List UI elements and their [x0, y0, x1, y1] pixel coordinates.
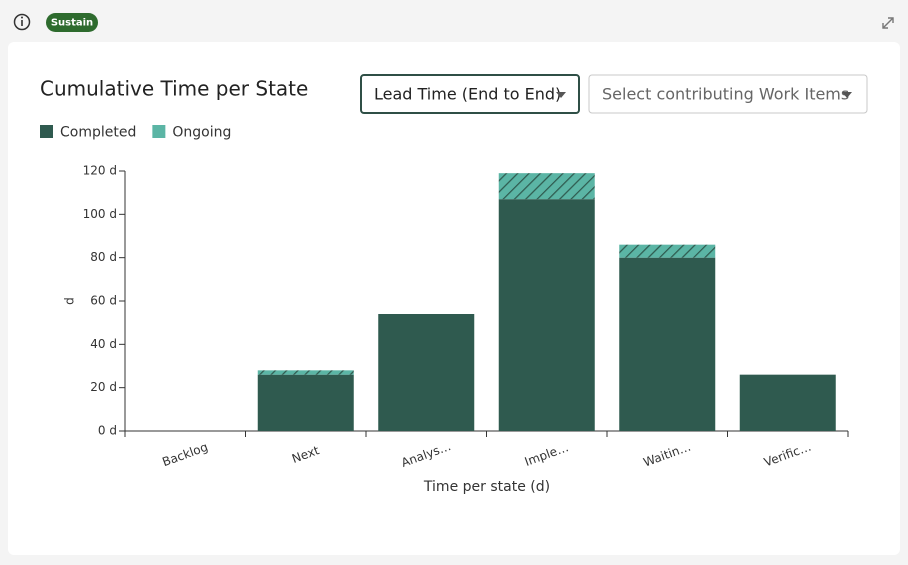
y-tick-label: 60 d [90, 294, 117, 308]
y-tick-label: 120 d [83, 164, 117, 178]
chart-title: Cumulative Time per State [40, 77, 308, 101]
bar-segment [257, 374, 354, 431]
expand-icon[interactable] [882, 17, 894, 29]
bar-segment [257, 370, 354, 375]
bar-segment [619, 244, 716, 258]
work-items-dropdown[interactable]: Select contributing Work Items [588, 74, 868, 114]
y-axis-label: d [63, 297, 77, 305]
y-tick-label: 20 d [90, 380, 117, 394]
bar-segment [739, 374, 836, 431]
bar-segment [498, 199, 595, 431]
legend-swatch [152, 125, 166, 138]
legend-label: Completed [60, 125, 136, 141]
bar-segment [378, 314, 475, 431]
badge-text: Sustain [51, 18, 93, 29]
metric-dropdown[interactable]: Lead Time (End to End) [360, 74, 580, 114]
y-tick-label: 0 d [98, 424, 117, 438]
x-axis-label: Time per state (d) [423, 479, 550, 495]
bar-segment [498, 173, 595, 200]
badge [46, 13, 98, 32]
legend-label: Ongoing [172, 125, 231, 141]
info-icon[interactable] [13, 13, 31, 31]
y-tick-label: 40 d [90, 337, 117, 351]
dropdown-placeholder: Select contributing Work Items [602, 85, 849, 104]
y-tick-label: 100 d [83, 207, 117, 221]
y-tick-label: 80 d [90, 250, 117, 264]
legend-swatch [40, 125, 53, 138]
dropdown-value: Lead Time (End to End) [374, 85, 561, 104]
bar-segment [619, 257, 716, 431]
